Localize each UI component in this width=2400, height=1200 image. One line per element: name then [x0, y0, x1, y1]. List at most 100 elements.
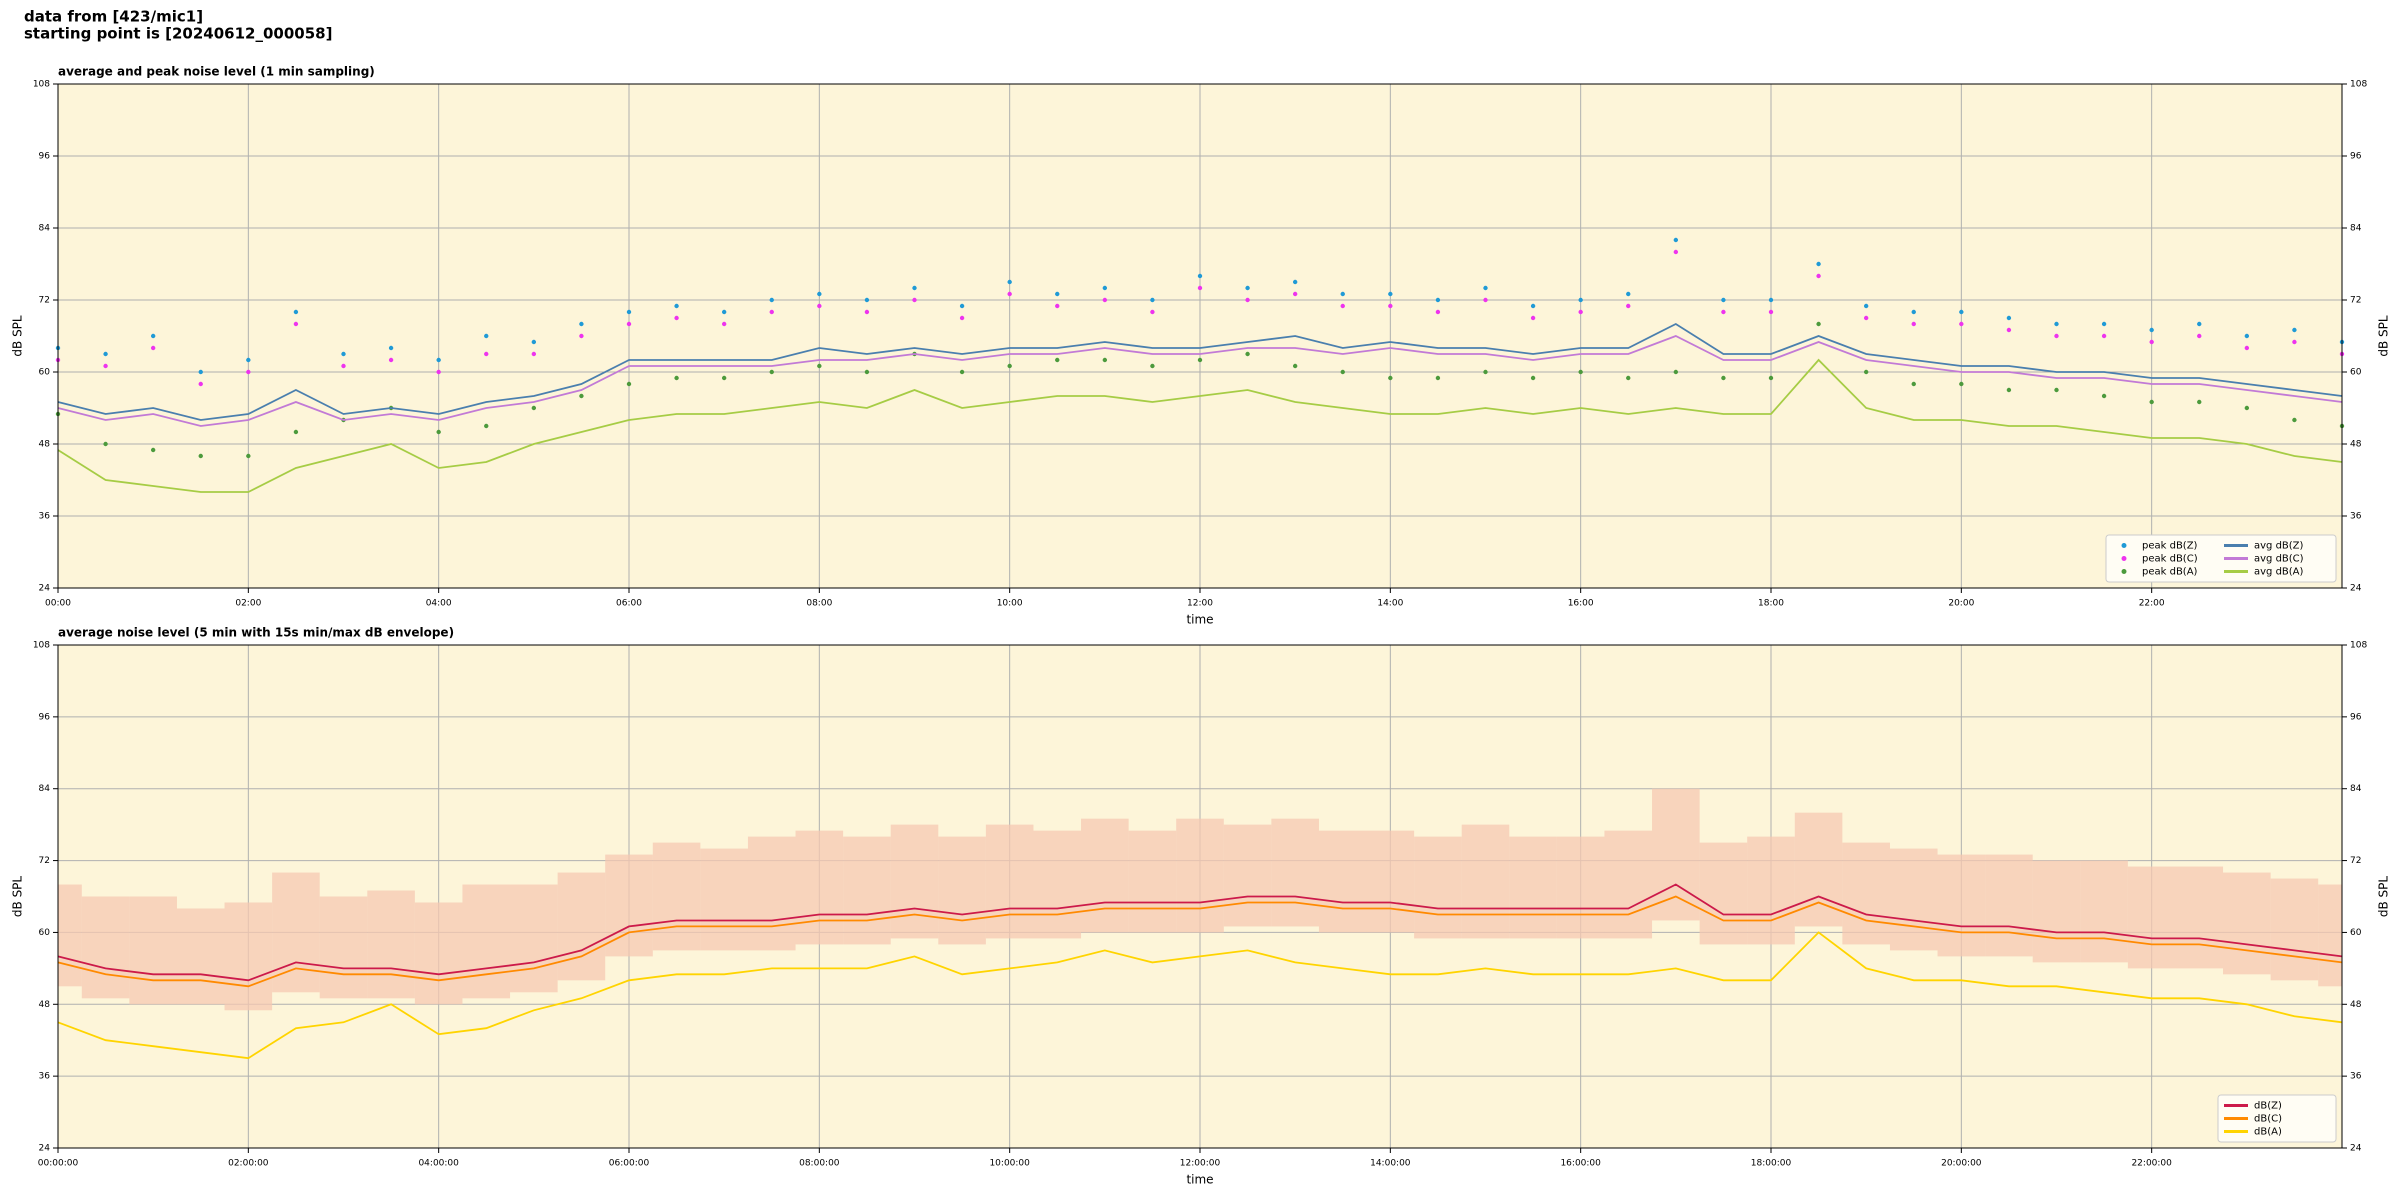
peak-point [103, 363, 108, 369]
x-tick-label: 12:00 [1187, 599, 1213, 609]
peak-point [1673, 237, 1679, 243]
peak-point [388, 357, 394, 363]
peak-point [626, 309, 632, 315]
peak-point [1197, 273, 1203, 279]
peak-point [1673, 369, 1679, 375]
series-line [57, 895, 2343, 988]
peak-point [436, 369, 441, 375]
peak-point [436, 357, 441, 363]
peak-point [1150, 309, 1155, 315]
envelope-band [1509, 836, 1557, 939]
y-axis-label: dB SPL [11, 876, 25, 918]
peak-point [1007, 279, 1012, 285]
peak-point [1721, 375, 1726, 381]
peak-point [2292, 327, 2297, 333]
peak-point [1340, 291, 1345, 297]
peak-point [1197, 357, 1203, 363]
peak-point [1626, 375, 1631, 381]
peak-point [1578, 369, 1583, 375]
peak-point [1388, 375, 1393, 381]
peak-point [2101, 333, 2107, 339]
peak-point [103, 441, 108, 447]
envelope-band [1271, 818, 1319, 927]
peak-point [1863, 369, 1869, 375]
legend-box [2105, 534, 2337, 583]
envelope-band [510, 884, 558, 993]
legend-marker [2121, 569, 2127, 574]
y2-axis-label: dB SPL [2377, 876, 2391, 918]
envelope-band [1318, 830, 1367, 933]
peak-point [674, 315, 679, 321]
y-tick-label: 60 [39, 368, 51, 378]
peak-point [436, 429, 441, 435]
peak-point [864, 369, 870, 375]
y-tick-label: 96 [39, 152, 51, 162]
peak-point [2197, 399, 2202, 405]
peak-point [246, 369, 251, 375]
y2-tick-label: 84 [2350, 784, 2362, 794]
peak-point [2149, 327, 2154, 333]
x-tick-label: 00:00 [45, 599, 71, 609]
peak-point [1673, 249, 1679, 255]
x-tick-label: 12:00:00 [1180, 1159, 1221, 1169]
peak-point [1102, 285, 1108, 291]
peak-point [817, 291, 822, 297]
peak-point [769, 309, 774, 315]
peak-point [959, 369, 965, 375]
peak-point [1626, 291, 1631, 297]
peak-point [1768, 309, 1774, 315]
y-tick-label: 36 [39, 512, 51, 522]
envelope-band [1699, 842, 1748, 945]
y-tick-label: 108 [33, 80, 50, 90]
peak-point [626, 381, 632, 387]
peak-point [531, 339, 537, 345]
peak-point [1102, 297, 1108, 303]
peak-point [674, 303, 679, 309]
peak-point [2054, 333, 2059, 339]
envelope-band [2127, 866, 2176, 969]
peak-point [1911, 321, 1916, 327]
envelope-band [2175, 866, 2224, 969]
peak-point [341, 351, 346, 357]
legend-label: avg dB(C) [2254, 554, 2304, 565]
peak-point [579, 333, 584, 339]
y-tick-label: 36 [39, 1072, 51, 1082]
x-tick-label: 00:00:00 [38, 1159, 79, 1169]
peak-point [579, 321, 584, 327]
series-line [57, 931, 2343, 1060]
legend-label: dB(A) [2254, 1127, 2282, 1138]
y2-axis-label: dB SPL [2377, 315, 2391, 357]
x-tick-label: 18:00 [1758, 599, 1784, 609]
legend-label: avg dB(A) [2254, 567, 2304, 578]
peak-point [1292, 279, 1298, 285]
y2-tick-label: 24 [2350, 1144, 2362, 1154]
peak-point [1578, 309, 1583, 315]
chart-title: average and peak noise level (1 min samp… [58, 65, 375, 79]
envelope-band [1128, 830, 1177, 933]
envelope-band [176, 908, 225, 1005]
peak-point [1435, 309, 1441, 315]
peak-point [2054, 387, 2059, 393]
envelope-band [1223, 824, 1272, 927]
peak-point [1292, 363, 1298, 369]
peak-point [1863, 315, 1869, 321]
envelope-band [557, 872, 606, 981]
peak-point [721, 375, 727, 381]
chart: average and peak noise level (1 min samp… [11, 65, 2391, 627]
peak-point [293, 429, 299, 435]
x-tick-label: 02:00 [235, 599, 261, 609]
peak-point [150, 333, 156, 339]
peak-point [2197, 321, 2202, 327]
y2-tick-label: 108 [2350, 641, 2367, 651]
peak-point [1292, 291, 1298, 297]
peak-point [1340, 303, 1345, 309]
peak-point [1055, 357, 1060, 363]
peak-point [1483, 297, 1488, 303]
peak-point [769, 297, 774, 303]
envelope-band [1842, 842, 1890, 945]
peak-point [1816, 261, 1821, 267]
peak-point [674, 375, 679, 381]
peak-point [341, 363, 346, 369]
peak-point [1483, 285, 1488, 291]
